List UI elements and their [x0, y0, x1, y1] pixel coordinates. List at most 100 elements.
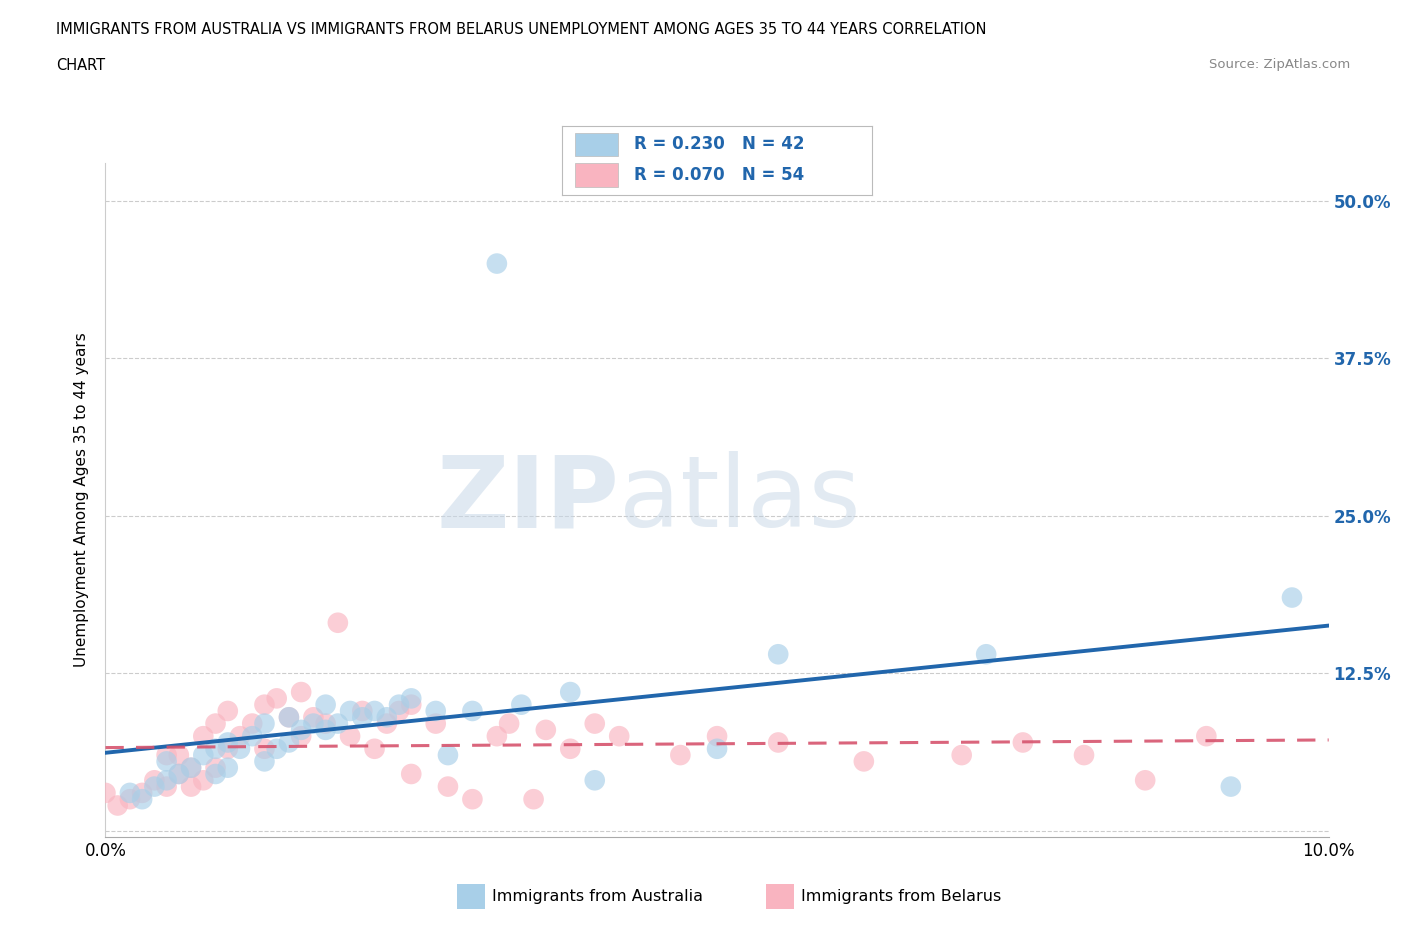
Point: [768, 647, 790, 662]
Point: [485, 729, 508, 744]
Point: [118, 791, 141, 806]
Point: [425, 716, 447, 731]
Point: [352, 710, 374, 724]
Point: [302, 710, 325, 724]
Point: [437, 779, 460, 794]
Point: [180, 760, 202, 775]
Point: [510, 698, 533, 712]
Text: IMMIGRANTS FROM AUSTRALIA VS IMMIGRANTS FROM BELARUS UNEMPLOYMENT AMONG AGES 35 : IMMIGRANTS FROM AUSTRALIA VS IMMIGRANTS …: [56, 22, 987, 37]
Point: [706, 741, 728, 756]
Point: [204, 741, 226, 756]
Point: [1219, 779, 1241, 794]
Point: [583, 716, 606, 731]
Text: R = 0.070   N = 54: R = 0.070 N = 54: [634, 166, 804, 184]
Point: [253, 754, 276, 769]
Point: [425, 703, 447, 718]
Point: [339, 729, 361, 744]
Point: [143, 779, 166, 794]
Point: [302, 716, 325, 731]
Point: [326, 616, 349, 631]
Point: [461, 703, 484, 718]
Point: [107, 798, 129, 813]
Text: ZIP: ZIP: [436, 451, 619, 549]
Point: [388, 703, 411, 718]
Point: [290, 729, 312, 744]
Point: [193, 729, 215, 744]
Point: [1195, 729, 1218, 744]
Point: [401, 766, 423, 781]
Point: [669, 748, 692, 763]
Point: [167, 748, 190, 763]
Point: [217, 760, 239, 775]
Point: [94, 786, 117, 801]
Point: [485, 256, 508, 271]
Point: [352, 703, 374, 718]
Point: [240, 729, 263, 744]
Point: [180, 779, 202, 794]
Point: [204, 760, 226, 775]
Text: atlas: atlas: [619, 451, 860, 549]
Point: [217, 703, 239, 718]
Point: [534, 723, 557, 737]
Point: [560, 741, 582, 756]
Point: [974, 647, 997, 662]
Point: [253, 741, 276, 756]
FancyBboxPatch shape: [575, 164, 619, 187]
Point: [155, 754, 177, 769]
Point: [950, 748, 973, 763]
Point: [363, 703, 385, 718]
Point: [315, 698, 337, 712]
Point: [204, 716, 226, 731]
Point: [240, 716, 263, 731]
Point: [155, 748, 177, 763]
Point: [363, 741, 385, 756]
Y-axis label: Unemployment Among Ages 35 to 44 years: Unemployment Among Ages 35 to 44 years: [75, 333, 90, 667]
Point: [1073, 748, 1095, 763]
Point: [290, 723, 312, 737]
Point: [401, 698, 423, 712]
Point: [253, 698, 276, 712]
Point: [204, 766, 226, 781]
Point: [131, 791, 153, 806]
Point: [401, 691, 423, 706]
Point: [143, 773, 166, 788]
Point: [167, 766, 190, 781]
Point: [375, 716, 398, 731]
FancyBboxPatch shape: [575, 133, 619, 156]
Point: [315, 723, 337, 737]
Text: Immigrants from Australia: Immigrants from Australia: [492, 889, 703, 904]
Point: [266, 741, 288, 756]
Text: CHART: CHART: [56, 58, 105, 73]
Point: [339, 703, 361, 718]
Point: [155, 773, 177, 788]
Point: [167, 766, 190, 781]
Point: [290, 684, 312, 699]
Point: [155, 779, 177, 794]
Point: [278, 735, 301, 750]
Point: [193, 773, 215, 788]
Text: R = 0.230   N = 42: R = 0.230 N = 42: [634, 136, 804, 153]
Point: [315, 716, 337, 731]
Point: [266, 691, 288, 706]
Point: [253, 716, 276, 731]
Point: [326, 716, 349, 731]
Point: [607, 729, 630, 744]
Point: [498, 716, 520, 731]
Point: [583, 773, 606, 788]
Point: [1281, 591, 1303, 605]
Point: [388, 698, 411, 712]
Point: [229, 729, 252, 744]
Text: Source: ZipAtlas.com: Source: ZipAtlas.com: [1209, 58, 1350, 71]
Point: [768, 735, 790, 750]
Point: [193, 748, 215, 763]
Point: [523, 791, 546, 806]
Point: [180, 760, 202, 775]
Point: [131, 786, 153, 801]
Point: [217, 735, 239, 750]
Point: [217, 741, 239, 756]
Point: [461, 791, 484, 806]
Point: [375, 710, 398, 724]
Point: [852, 754, 875, 769]
Point: [437, 748, 460, 763]
Point: [1133, 773, 1156, 788]
